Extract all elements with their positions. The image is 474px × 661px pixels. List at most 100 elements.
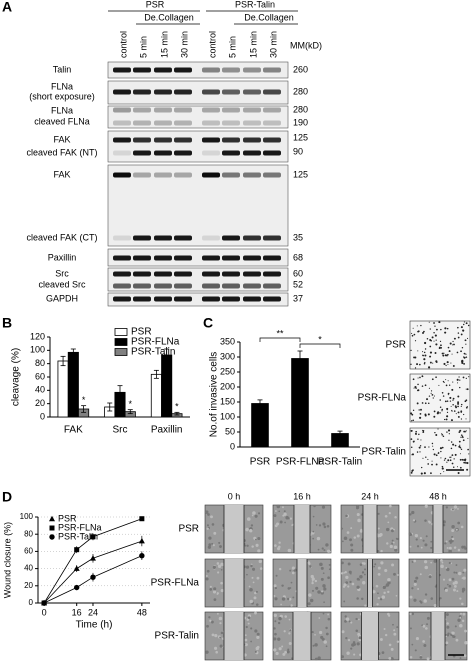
cell xyxy=(457,405,459,408)
texture xyxy=(208,543,212,547)
cell xyxy=(421,402,424,404)
image-row-label: PSR-Talin xyxy=(155,631,199,642)
cell xyxy=(438,347,441,350)
texture xyxy=(348,620,351,623)
cell xyxy=(441,410,443,412)
texture xyxy=(380,561,384,565)
cell xyxy=(447,429,451,432)
texture xyxy=(311,581,314,585)
texture xyxy=(215,650,218,654)
texture xyxy=(460,525,464,529)
texture xyxy=(244,634,247,637)
texture xyxy=(318,524,322,527)
texture xyxy=(320,577,324,581)
mm-label: 35 xyxy=(293,232,303,242)
texture xyxy=(411,643,414,646)
micrograph xyxy=(409,373,471,423)
texture xyxy=(328,568,331,571)
texture xyxy=(446,625,450,629)
cell xyxy=(431,442,434,445)
cell xyxy=(428,387,430,389)
texture xyxy=(452,508,454,511)
band xyxy=(222,283,240,289)
band xyxy=(222,172,240,178)
band xyxy=(133,255,151,261)
cell xyxy=(460,436,462,438)
cell xyxy=(419,445,422,447)
texture xyxy=(250,524,254,527)
cell xyxy=(439,399,441,401)
texture xyxy=(381,651,385,654)
band xyxy=(154,137,172,143)
cell xyxy=(442,435,445,438)
cell xyxy=(443,381,445,384)
y-tick-label: 40 xyxy=(24,564,33,573)
texture xyxy=(445,540,448,543)
texture xyxy=(430,540,433,543)
cell xyxy=(457,411,460,414)
texture xyxy=(246,618,250,621)
texture xyxy=(308,562,311,565)
x-tick-label: PSR xyxy=(250,457,271,468)
cell xyxy=(461,458,464,461)
texture xyxy=(459,612,463,615)
cell xyxy=(451,410,453,412)
texture xyxy=(249,529,253,533)
texture xyxy=(278,510,281,513)
texture xyxy=(277,621,281,625)
marker xyxy=(89,555,96,561)
texture xyxy=(424,627,428,630)
texture xyxy=(377,527,380,530)
cell xyxy=(411,420,413,422)
band xyxy=(154,107,172,113)
texture xyxy=(425,535,428,538)
texture xyxy=(446,634,450,637)
band xyxy=(222,150,240,156)
cell xyxy=(417,330,419,333)
image-column-label: 16 h xyxy=(293,491,311,501)
cell xyxy=(418,409,420,411)
texture xyxy=(453,505,458,509)
texture xyxy=(257,536,261,541)
texture xyxy=(278,616,282,621)
texture xyxy=(462,612,466,616)
band xyxy=(222,255,240,261)
texture xyxy=(390,657,394,661)
cell xyxy=(451,353,453,355)
texture xyxy=(384,568,388,573)
texture xyxy=(250,640,252,643)
texture xyxy=(288,642,292,645)
texture xyxy=(323,549,326,552)
texture xyxy=(390,647,394,651)
texture xyxy=(463,654,467,658)
cell xyxy=(433,395,435,397)
cell xyxy=(446,411,449,414)
band xyxy=(133,235,151,241)
texture xyxy=(426,623,429,626)
marker xyxy=(73,565,80,571)
texture xyxy=(321,590,324,593)
cell xyxy=(440,344,442,347)
cell xyxy=(466,406,468,408)
texture xyxy=(409,533,413,536)
band xyxy=(133,120,151,126)
texture xyxy=(392,541,395,544)
cell xyxy=(442,395,445,397)
cell xyxy=(435,343,438,346)
cell xyxy=(452,399,454,401)
texture xyxy=(323,601,325,604)
band xyxy=(202,271,220,277)
texture xyxy=(461,587,466,592)
band xyxy=(133,137,151,143)
band xyxy=(243,67,261,73)
cell xyxy=(418,446,421,449)
cell xyxy=(420,439,422,441)
band xyxy=(113,137,131,143)
cell xyxy=(462,376,465,379)
texture xyxy=(413,559,417,563)
y-axis-label: Wound closure (%) xyxy=(2,522,12,598)
texture xyxy=(284,615,288,618)
texture xyxy=(416,545,420,548)
texture xyxy=(207,545,212,549)
cell xyxy=(413,387,415,389)
